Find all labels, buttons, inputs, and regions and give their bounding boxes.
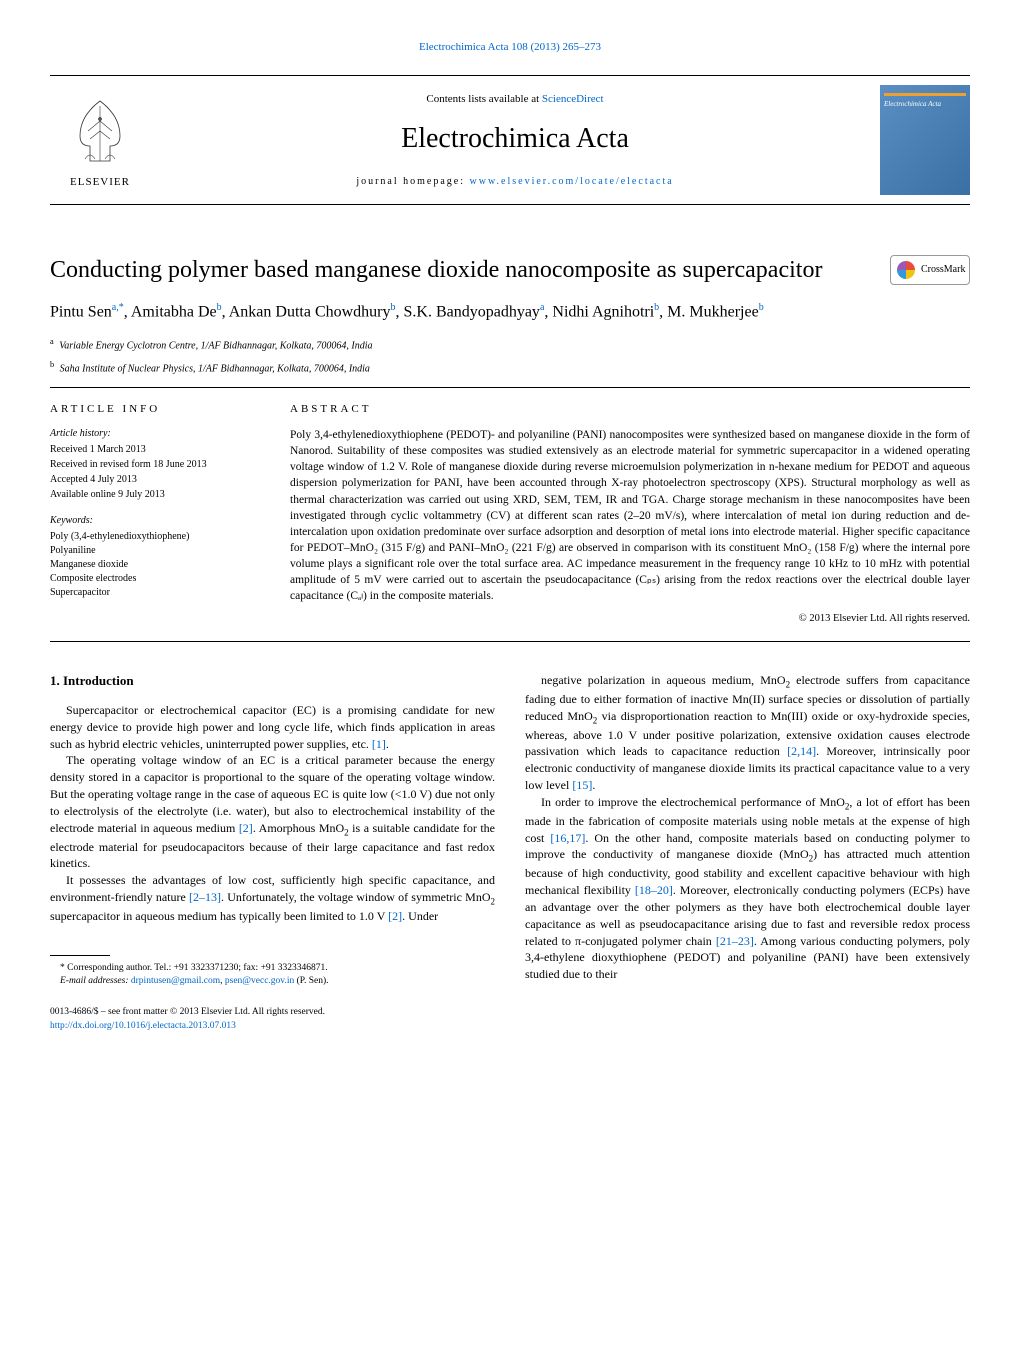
abstract-label: ABSTRACT	[290, 402, 970, 417]
journal-citation: Electrochimica Acta 108 (2013) 265–273	[50, 40, 970, 55]
citation-ref[interactable]: [2]	[388, 909, 402, 923]
abstract-copyright: © 2013 Elsevier Ltd. All rights reserved…	[290, 612, 970, 627]
cover-stripe	[884, 93, 966, 96]
history-item: Available online 9 July 2013	[50, 488, 250, 502]
citation-ref[interactable]: [16,17]	[550, 831, 585, 845]
article-info: ARTICLE INFO Article history: Received 1…	[50, 402, 250, 627]
right-paragraphs: negative polarization in aqueous medium,…	[525, 672, 970, 983]
sciencedirect-link[interactable]: ScienceDirect	[542, 93, 604, 105]
crossmark-icon	[897, 261, 915, 279]
doi-link[interactable]: http://dx.doi.org/10.1016/j.electacta.20…	[50, 1021, 236, 1031]
history-item: Received 1 March 2013	[50, 443, 250, 457]
cover-title: Electrochimica Acta	[884, 100, 966, 110]
keyword-item: Supercapacitor	[50, 586, 250, 600]
citation-ref[interactable]: [2,14]	[787, 744, 816, 758]
body-paragraph: negative polarization in aqueous medium,…	[525, 672, 970, 794]
article-info-label: ARTICLE INFO	[50, 402, 250, 417]
citation-ref[interactable]: [15]	[572, 778, 592, 792]
homepage-link[interactable]: www.elsevier.com/locate/electacta	[470, 176, 674, 187]
journal-homepage: journal homepage: www.elsevier.com/locat…	[150, 175, 880, 189]
keyword-item: Composite electrodes	[50, 572, 250, 586]
body-paragraph: In order to improve the electrochemical …	[525, 794, 970, 983]
elsevier-tree-icon	[60, 91, 140, 171]
citation-link[interactable]: Electrochimica Acta 108 (2013) 265–273	[419, 41, 601, 53]
history-label: Article history:	[50, 427, 250, 441]
citation-ref[interactable]: [2]	[239, 821, 253, 835]
email-link-1[interactable]: drpintusen@gmail.com	[131, 976, 220, 986]
crossmark-label: CrossMark	[921, 263, 965, 277]
article-title: Conducting polymer based manganese dioxi…	[50, 255, 890, 285]
abstract-text: Poly 3,4-ethylenedioxythiophene (PEDOT)-…	[290, 427, 970, 604]
body-columns: 1. Introduction Supercapacitor or electr…	[50, 672, 970, 1033]
history-item: Received in revised form 18 June 2013	[50, 458, 250, 472]
elsevier-label: ELSEVIER	[70, 175, 130, 190]
email-label: E-mail addresses:	[60, 976, 131, 986]
left-paragraphs: Supercapacitor or electrochemical capaci…	[50, 702, 495, 925]
left-column: 1. Introduction Supercapacitor or electr…	[50, 672, 495, 1033]
right-column: negative polarization in aqueous medium,…	[525, 672, 970, 1033]
citation-ref[interactable]: [2–13]	[189, 890, 221, 904]
citation-ref[interactable]: [18–20]	[635, 883, 673, 897]
keyword-item: Poly (3,4-ethylenedioxythiophene)	[50, 530, 250, 544]
footnote-separator	[50, 955, 110, 956]
abstract: ABSTRACT Poly 3,4-ethylenedioxythiophene…	[290, 402, 970, 627]
body-paragraph: It possesses the advantages of low cost,…	[50, 872, 495, 925]
email-suffix: (P. Sen).	[294, 976, 328, 986]
journal-name: Electrochimica Acta	[150, 119, 880, 158]
authors: Pintu Sena,*, Amitabha Deb, Ankan Dutta …	[50, 301, 970, 324]
history-item: Accepted 4 July 2013	[50, 473, 250, 487]
contents-prefix: Contents lists available at	[426, 93, 541, 105]
affiliation: b Saha Institute of Nuclear Physics, 1/A…	[50, 359, 970, 376]
crossmark-badge[interactable]: CrossMark	[890, 255, 970, 285]
keywords-list: Poly (3,4-ethylenedioxythiophene)Polyani…	[50, 530, 250, 600]
citation-ref[interactable]: [21–23]	[716, 934, 754, 948]
email-footnote: E-mail addresses: drpintusen@gmail.com, …	[50, 975, 495, 988]
citation-ref[interactable]: [1]	[372, 737, 386, 751]
keyword-item: Manganese dioxide	[50, 558, 250, 572]
contents-available: Contents lists available at ScienceDirec…	[150, 92, 880, 107]
homepage-prefix: journal homepage:	[356, 176, 469, 187]
title-row: Conducting polymer based manganese dioxi…	[50, 255, 970, 285]
article-footer: 0013-4686/$ – see front matter © 2013 El…	[50, 1006, 495, 1033]
body-paragraph: Supercapacitor or electrochemical capaci…	[50, 702, 495, 752]
keywords-label: Keywords:	[50, 514, 250, 528]
affiliation: a Variable Energy Cyclotron Centre, 1/AF…	[50, 336, 970, 353]
corresponding-author: * Corresponding author. Tel.: +91 332337…	[50, 962, 495, 975]
body-paragraph: The operating voltage window of an EC is…	[50, 752, 495, 872]
journal-header: ELSEVIER Contents lists available at Sci…	[50, 75, 970, 205]
intro-heading: 1. Introduction	[50, 672, 495, 690]
meta-section: ARTICLE INFO Article history: Received 1…	[50, 387, 970, 642]
affiliations: a Variable Energy Cyclotron Centre, 1/AF…	[50, 336, 970, 377]
keyword-item: Polyaniline	[50, 544, 250, 558]
email-link-2[interactable]: psen@vecc.gov.in	[225, 976, 294, 986]
journal-cover-thumbnail: Electrochimica Acta	[880, 85, 970, 195]
elsevier-logo: ELSEVIER	[50, 85, 150, 195]
history-list: Received 1 March 2013Received in revised…	[50, 443, 250, 502]
header-center: Contents lists available at ScienceDirec…	[150, 92, 880, 189]
issn-line: 0013-4686/$ – see front matter © 2013 El…	[50, 1006, 495, 1019]
